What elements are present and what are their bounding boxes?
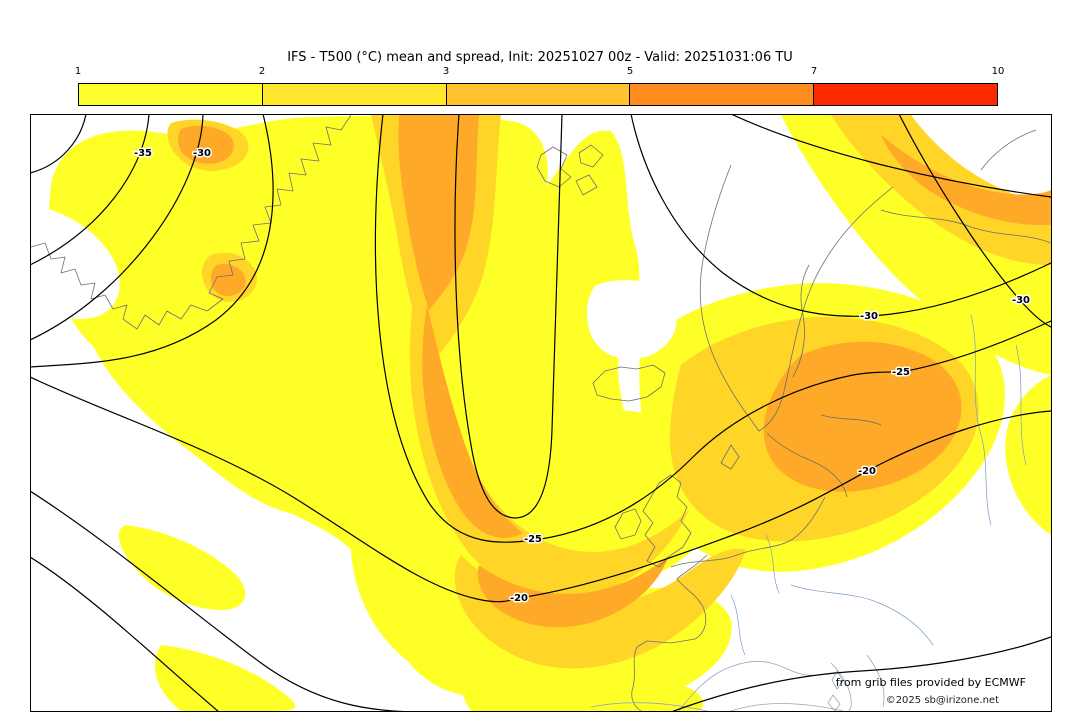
legend-segment-1	[79, 84, 262, 105]
coastline-ireland	[614, 508, 642, 540]
coastline-corsica-sardinia	[827, 670, 844, 711]
temperature-contour	[630, 115, 1051, 317]
spread-shading-orange-layer	[178, 115, 1051, 628]
temperature-contour	[374, 115, 1051, 543]
river-lines	[730, 314, 1027, 656]
coastline-scandinavia	[699, 164, 894, 432]
spread-region	[118, 525, 246, 610]
coastline-greenland	[31, 115, 352, 330]
coastline-north-sea	[670, 496, 826, 568]
coastline-north-africa	[590, 702, 844, 711]
white-gap	[586, 280, 677, 360]
coastline-svalbard	[536, 144, 604, 196]
spread-region	[460, 675, 704, 711]
legend-tick-label: 3	[442, 66, 450, 77]
legend-tick-label: 2	[258, 66, 266, 77]
coastline-baltic	[766, 264, 882, 498]
legend-tick-labels: 1 2 3 5 7 10	[74, 66, 1005, 80]
spread-region	[83, 295, 332, 515]
coastline-novaya-zemlya	[880, 129, 1051, 244]
temperature-contour	[31, 115, 150, 266]
attribution-copyright: ©2025 sb@irizone.net	[885, 695, 999, 706]
temperature-contour	[454, 115, 563, 519]
legend-bar	[78, 83, 998, 106]
contour-label: -20	[858, 466, 876, 477]
contour-label: -30	[193, 148, 211, 159]
spread-white-gaps	[31, 115, 776, 360]
white-gap	[631, 115, 776, 176]
spread-region	[422, 305, 523, 538]
coastline-denmark	[720, 444, 740, 470]
legend-tick-label: 1	[74, 66, 82, 77]
coastline-great-britain	[642, 474, 692, 568]
contour-label: -30	[860, 311, 878, 322]
legend-segment-4	[629, 84, 814, 105]
coastline-iceland	[592, 364, 666, 402]
temperature-contour	[31, 556, 219, 711]
legend-segment-3	[445, 84, 630, 105]
legend-segment-5	[813, 84, 997, 105]
legend-tick-label: 7	[810, 66, 818, 77]
contour-label: -30	[1012, 295, 1030, 306]
legend-tick-label: 10	[991, 66, 1005, 77]
legend-segment-2	[261, 84, 446, 105]
coastline-layer	[31, 115, 1051, 711]
legend-tick-label: 5	[626, 66, 634, 77]
attribution-ecmwf: from grib files provided by ECMWF	[835, 676, 1026, 689]
temperature-contour	[31, 115, 87, 174]
map-area: -35 -30 -30 -25 -20 -25 -20 -30 from gri…	[30, 114, 1052, 712]
coastline-france-biscay	[676, 554, 708, 640]
contour-label: -35	[134, 148, 152, 159]
temperature-contour	[898, 115, 1051, 328]
temperature-contour	[31, 490, 404, 711]
chart-title: IFS - T500 (°C) mean and spread, Init: 2…	[287, 50, 793, 65]
temperature-contour	[31, 376, 1051, 603]
spread-region	[477, 555, 669, 628]
coastline-iberia	[631, 638, 696, 711]
temperature-contour	[672, 636, 1051, 711]
coastline-italy	[830, 654, 885, 711]
contour-label: -20	[510, 593, 528, 604]
spread-region	[178, 125, 234, 164]
weather-map-svg: -35 -30 -30 -25 -20 -25 -20 -30	[31, 115, 1051, 711]
temperature-contour	[31, 115, 274, 368]
contour-label-layer: -35 -30 -30 -25 -20 -25 -20 -30	[132, 147, 1031, 606]
temperature-contour	[31, 115, 204, 341]
temperature-contour	[731, 115, 1051, 198]
spread-region	[881, 135, 1051, 226]
contour-label: -25	[892, 367, 910, 378]
contour-label: -25	[524, 534, 542, 545]
spread-region	[781, 115, 1051, 375]
spread-region	[763, 341, 962, 492]
spread-legend: 1 2 3 5 7 10	[74, 66, 1005, 108]
coastline-mediterranean-spain	[678, 661, 814, 711]
spread-region	[154, 645, 296, 711]
contour-layer	[31, 115, 1051, 711]
spread-region	[1005, 375, 1051, 535]
spread-region	[398, 115, 479, 310]
white-gap	[31, 205, 120, 320]
spread-region	[211, 263, 246, 297]
